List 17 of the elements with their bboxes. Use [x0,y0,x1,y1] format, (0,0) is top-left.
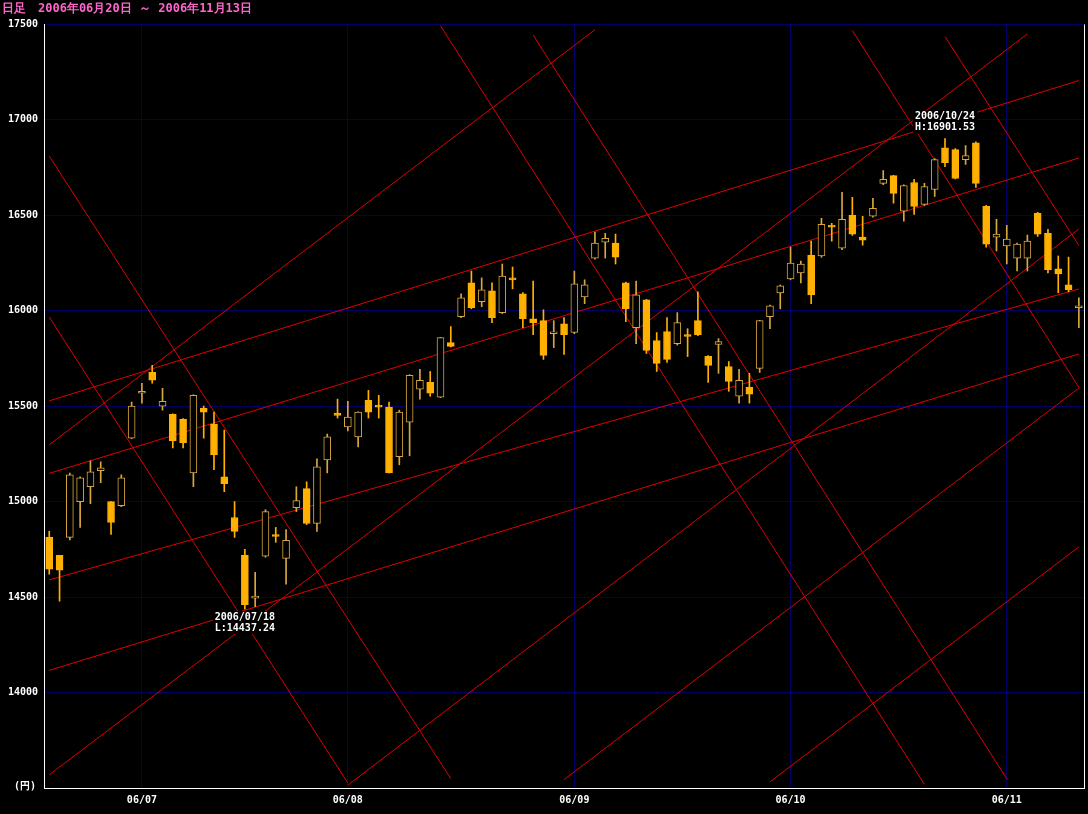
y-tick-label: 14500 [7,590,39,602]
y-tick-label: 17000 [7,113,39,125]
y-tick-label: 16500 [7,208,39,220]
y-tick-label: 15500 [7,399,39,411]
y-axis-title: (円) [14,779,37,791]
x-tick-label: 06/07 [126,793,157,805]
chart-title: 日足 2006年06月20日 ～ 2006年11月13日 [2,1,253,16]
y-tick-label: 14000 [7,686,39,698]
annotation: 2006/07/18 L:14437.24 [214,610,275,633]
y-tick-label: 15000 [7,495,39,507]
y-tick-label: 16000 [7,304,39,316]
x-tick-label: 06/11 [991,793,1022,805]
y-tick-label: 17500 [7,17,39,29]
x-tick-label: 06/08 [332,793,363,805]
annotation: 2006/10/24 H:16901.53 [914,110,976,133]
x-tick-label: 06/10 [775,793,806,805]
x-tick-label: 06/09 [559,793,590,805]
